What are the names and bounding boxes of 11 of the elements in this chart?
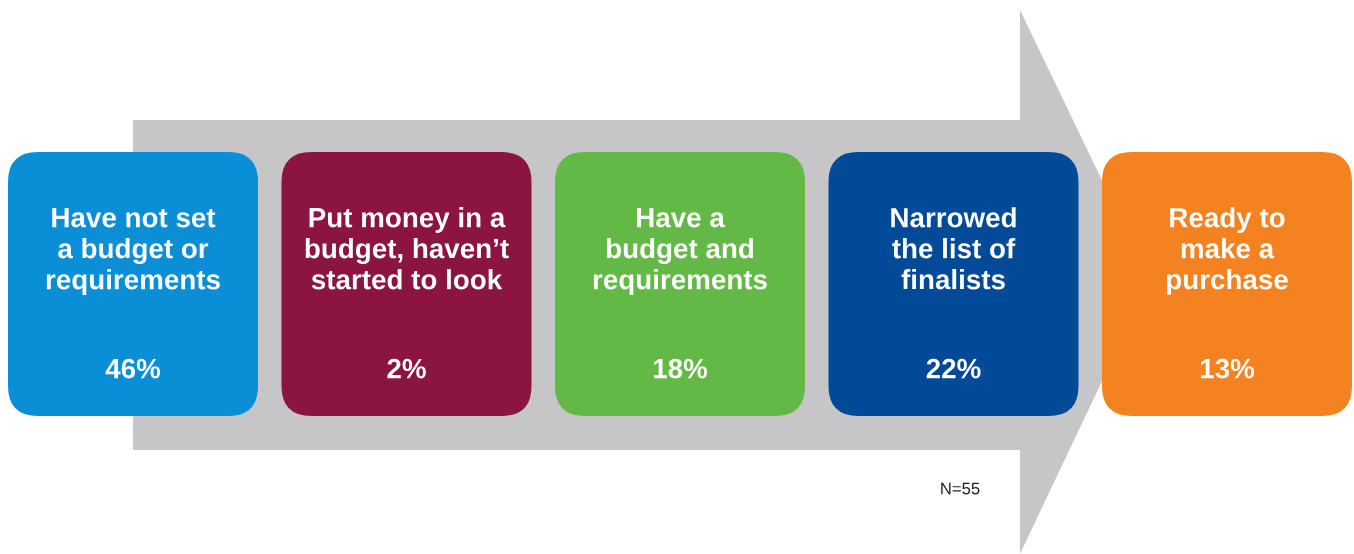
data-label: 22% [926, 358, 981, 379]
category-label: Have not set a budget or requirements [46, 208, 220, 295]
category-label: Ready to make a purchase [1167, 207, 1288, 295]
data-label: 13% [1200, 358, 1255, 379]
text: N=55 [941, 482, 980, 495]
category-label: Have a budget and requirements [593, 208, 767, 295]
data-label: 2% [387, 358, 426, 379]
category-label: Narrowed the list of finalists [891, 207, 1016, 290]
data-label: 18% [653, 358, 708, 379]
category-label: Put money in a budget, haven’t started to look [305, 207, 509, 290]
data-label: 46% [105, 358, 161, 379]
